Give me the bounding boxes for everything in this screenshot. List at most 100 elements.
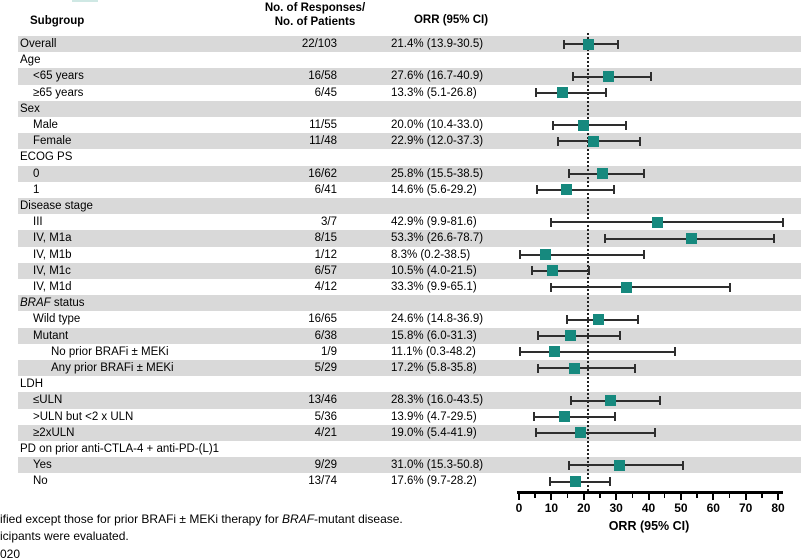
cropped-artifact bbox=[72, 0, 98, 2]
table-row: IV, M1c 6/57 10.5% (4.0-21.5) bbox=[18, 262, 801, 279]
subgroup-label: IV, M1d bbox=[33, 281, 72, 293]
x-axis-minor-tick bbox=[534, 494, 536, 498]
responses-value: 11/48 bbox=[309, 135, 337, 148]
x-axis-tick bbox=[647, 494, 650, 500]
orr-ci-value: 10.5% (4.0-21.5) bbox=[391, 264, 477, 277]
responses-value: 6/45 bbox=[314, 86, 337, 99]
orr-ci-value: 17.2% (5.8-35.8) bbox=[391, 362, 477, 374]
subgroup-label: <65 years bbox=[33, 70, 84, 83]
x-axis-tick-label: 40 bbox=[641, 501, 656, 515]
x-axis-tick bbox=[679, 494, 682, 500]
table-row: III 3/7 42.9% (9.9-81.6) bbox=[18, 214, 801, 230]
subgroup-label: >ULN but <2 x ULN bbox=[33, 410, 134, 423]
table-row: Wild type 16/65 24.6% (14.8-36.9) bbox=[18, 311, 801, 327]
subgroup-column-header: Subgroup bbox=[30, 15, 85, 27]
responses-value: 16/65 bbox=[308, 313, 337, 326]
responses-value: 6/57 bbox=[314, 264, 337, 277]
subgroup-table: Overall 22/103 21.4% (13.9-30.5) Age <65 yea… bbox=[18, 36, 801, 490]
subgroup-label: Sex bbox=[20, 102, 40, 115]
x-axis-tick bbox=[550, 494, 553, 500]
subgroup-label: LDH bbox=[20, 378, 44, 391]
x-axis-minor-tick bbox=[631, 494, 634, 498]
x-axis-minor-tick bbox=[663, 494, 666, 498]
section-row: BRAF status bbox=[18, 295, 801, 312]
subgroup-label: Age bbox=[20, 54, 41, 67]
section-row: Sex bbox=[18, 100, 801, 117]
responses-value: 22/103 bbox=[301, 38, 337, 50]
x-axis-tick bbox=[712, 494, 715, 500]
table-row: Female 11/48 22.9% (12.0-37.3) bbox=[18, 133, 801, 150]
subgroup-label: ≤ULN bbox=[33, 394, 63, 407]
responses-value: 16/58 bbox=[308, 70, 337, 83]
x-axis-tick-label: 50 bbox=[674, 501, 688, 515]
orr-ci-value: 27.6% (16.7-40.9) bbox=[391, 70, 484, 83]
orr-column-header: ORR (95% CI) bbox=[413, 14, 489, 26]
orr-ci-value: 13.9% (4.7-29.5) bbox=[391, 410, 477, 423]
orr-ci-value: 53.3% (26.6-78.7) bbox=[391, 232, 484, 245]
x-axis-tick bbox=[615, 494, 618, 500]
section-row: ECOG PS bbox=[18, 149, 801, 165]
x-axis-minor-tick bbox=[728, 494, 731, 498]
responses-column-header: No. of Responses/ No. of Patients bbox=[246, 2, 384, 29]
responses-value: 5/29 bbox=[314, 362, 337, 374]
table-row: No prior BRAFi ± MEKi 1/9 11.1% (0.3-48.2) bbox=[18, 344, 801, 360]
responses-value: 1/9 bbox=[321, 345, 337, 358]
orr-ci-value: 20.0% (10.4-33.0) bbox=[391, 119, 484, 131]
subgroup-label: Yes bbox=[33, 459, 52, 472]
table-row: Yes 9/29 31.0% (15.3-50.8) bbox=[18, 457, 801, 474]
subgroup-label: No prior BRAFi ± MEKi bbox=[51, 345, 169, 358]
responses-value: 16/62 bbox=[308, 167, 337, 180]
x-axis-minor-tick bbox=[761, 494, 763, 498]
responses-value: 13/46 bbox=[308, 394, 337, 407]
table-row: IV, M1b 1/12 8.3% (0.2-38.5) bbox=[18, 247, 801, 263]
table-row: IV, M1d 4/12 33.3% (9.9-65.1) bbox=[18, 279, 801, 295]
subgroup-label: 0 bbox=[33, 167, 40, 180]
x-axis-tick-label: 60 bbox=[706, 501, 720, 515]
section-row: LDH bbox=[18, 376, 801, 392]
subgroup-label: 1 bbox=[33, 183, 40, 196]
section-row: Age bbox=[18, 52, 801, 68]
table-row: ≥65 years 6/45 13.3% (5.1-26.8) bbox=[18, 85, 801, 101]
orr-ci-value: 11.1% (0.3-48.2) bbox=[391, 345, 476, 358]
table-row: IV, M1a 8/15 53.3% (26.6-78.7) bbox=[18, 230, 801, 247]
subgroup-label: ≥2xULN bbox=[33, 426, 75, 439]
orr-ci-value: 33.3% (9.9-65.1) bbox=[391, 281, 477, 293]
responses-value: 4/21 bbox=[314, 426, 337, 439]
responses-header-line1: No. of Responses/ bbox=[264, 2, 366, 14]
section-row: PD on prior anti-CTLA-4 + anti-PD-(L)1 bbox=[18, 441, 801, 457]
x-axis-tick-label: 80 bbox=[771, 501, 785, 515]
subgroup-label: Any prior BRAFi ± MEKi bbox=[51, 362, 174, 374]
responses-value: 3/7 bbox=[321, 216, 337, 229]
table-row: Mutant 6/38 15.8% (6.0-31.3) bbox=[18, 327, 801, 344]
responses-value: 13/74 bbox=[308, 475, 337, 488]
responses-value: 6/41 bbox=[314, 183, 337, 196]
subgroup-label: No bbox=[33, 475, 48, 488]
subgroup-label: BRAF status bbox=[20, 297, 85, 310]
table-row: Overall 22/103 21.4% (13.9-30.5) bbox=[18, 36, 801, 53]
responses-value: 8/15 bbox=[314, 232, 337, 245]
subgroup-label: Wild type bbox=[33, 313, 81, 326]
orr-ci-value: 13.3% (5.1-26.8) bbox=[391, 86, 477, 99]
x-axis-tick-label: 20 bbox=[577, 501, 591, 515]
table-row: ≤ULN 13/46 28.3% (16.0-43.5) bbox=[18, 392, 801, 409]
x-axis-line bbox=[517, 491, 783, 494]
responses-value: 1/12 bbox=[314, 248, 337, 261]
subgroup-label: Disease stage bbox=[20, 200, 93, 212]
section-row: Disease stage bbox=[18, 198, 801, 215]
orr-ci-value: 42.9% (9.9-81.6) bbox=[391, 216, 477, 229]
x-axis-minor-tick bbox=[696, 494, 698, 498]
responses-value: 9/29 bbox=[314, 459, 337, 472]
responses-value: 4/12 bbox=[314, 281, 337, 293]
x-axis-tick bbox=[582, 494, 585, 500]
responses-value: 5/36 bbox=[314, 410, 337, 423]
orr-ci-value: 21.4% (13.9-30.5) bbox=[391, 38, 484, 50]
orr-ci-value: 15.8% (6.0-31.3) bbox=[391, 329, 477, 342]
x-axis-tick-label: 0 bbox=[515, 501, 523, 515]
orr-ci-value: 25.8% (15.5-38.5) bbox=[391, 167, 484, 180]
subgroup-label: IV, M1c bbox=[33, 264, 71, 277]
x-axis-title: ORR (95% CI) bbox=[608, 519, 690, 533]
x-axis-minor-tick bbox=[599, 494, 601, 498]
subgroup-label: IV, M1b bbox=[33, 248, 72, 261]
subgroup-label: PD on prior anti-CTLA-4 + anti-PD-(L)1 bbox=[20, 443, 220, 455]
